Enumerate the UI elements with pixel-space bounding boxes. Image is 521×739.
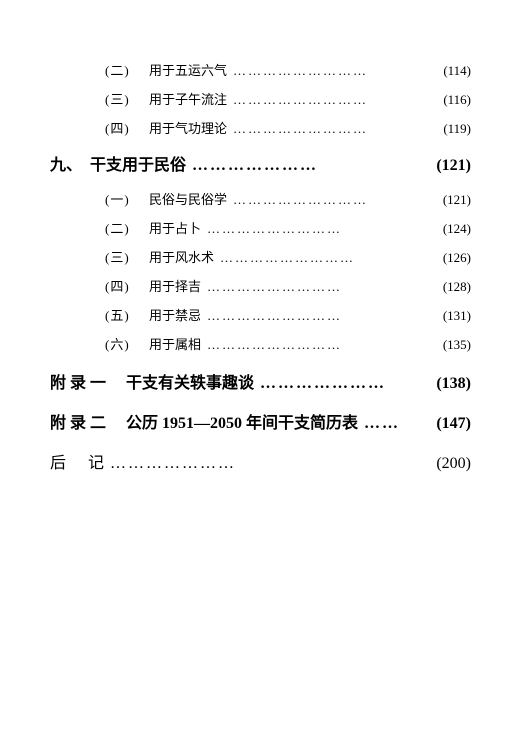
toc-afterword-title: 记	[88, 455, 104, 472]
toc-sub-title: 民俗与民俗学	[149, 192, 227, 207]
toc-label: 附录二 公历 1951—2050 年间干支简历表	[50, 409, 358, 433]
toc-sub-number: (二)	[105, 60, 149, 79]
toc-page-number: (147)	[436, 415, 471, 433]
toc-label: (五)用于禁忌	[105, 305, 201, 324]
toc-sub-number: (三)	[105, 247, 149, 266]
toc-entry: (三)用于子午流注………………………(116)	[50, 89, 471, 108]
toc-leader-dots: …………………	[104, 455, 436, 473]
toc-sub-number: (三)	[105, 89, 149, 108]
toc-leader-dots: ………………………	[227, 192, 443, 208]
toc-sub-title: 用于风水术	[149, 250, 214, 265]
toc-sub-number: (六)	[105, 334, 149, 353]
toc-sub-title: 用于属相	[149, 337, 201, 352]
toc-page-number: (119)	[443, 121, 471, 137]
toc-leader-dots: ………………………	[201, 337, 443, 353]
toc-sub-number: (四)	[105, 276, 149, 295]
toc-page-number: (126)	[443, 250, 471, 266]
toc-entry: 后记…………………(200)	[50, 449, 471, 473]
toc-sub-title: 用于气功理论	[149, 121, 227, 136]
toc-label: 九、干支用于民俗	[50, 151, 186, 175]
toc-sub-number: (二)	[105, 218, 149, 237]
toc-page-number: (200)	[436, 455, 471, 473]
toc-page-number: (138)	[436, 375, 471, 393]
toc-sub-number: (一)	[105, 189, 149, 208]
toc-page-number: (131)	[443, 308, 471, 324]
toc-leader-dots: ………………………	[227, 92, 443, 108]
toc-entry: (六)用于属相………………………(135)	[50, 334, 471, 353]
toc-sub-title: 用于占卜	[149, 221, 201, 236]
toc-appendix-title: 公历 1951—2050 年间干支简历表	[126, 415, 358, 432]
toc-page-number: (116)	[443, 92, 471, 108]
toc-sub-number: (五)	[105, 305, 149, 324]
toc-leader-dots: ………………………	[214, 250, 443, 266]
toc-entry: 附录一 干支有关轶事趣谈…………………(138)	[50, 369, 471, 393]
toc-leader-dots: ……	[358, 415, 436, 433]
toc-page-number: (121)	[436, 157, 471, 175]
toc-leader-dots: …………………	[186, 157, 436, 175]
toc-sub-number: (四)	[105, 118, 149, 137]
toc-page-number: (135)	[443, 337, 471, 353]
toc-sub-title: 用于择吉	[149, 279, 201, 294]
toc-entry: (四)用于气功理论………………………(119)	[50, 118, 471, 137]
toc-page-number: (124)	[443, 221, 471, 237]
toc-chapter-title: 干支用于民俗	[90, 157, 186, 174]
toc-label: 后记	[50, 449, 104, 473]
toc-appendix-label: 附录一	[50, 369, 110, 393]
toc-appendix-label: 附录二	[50, 409, 110, 433]
toc-afterword-label: 后	[50, 449, 88, 473]
toc-leader-dots: ………………………	[201, 308, 443, 324]
toc-label: (一)民俗与民俗学	[105, 189, 227, 208]
toc-page-number: (121)	[443, 192, 471, 208]
toc-entry: (二)用于五运六气………………………(114)	[50, 60, 471, 79]
toc-label: 附录一 干支有关轶事趣谈	[50, 369, 254, 393]
toc-page-number: (128)	[443, 279, 471, 295]
toc-page-number: (114)	[443, 63, 471, 79]
toc-entry: (二)用于占卜………………………(124)	[50, 218, 471, 237]
toc-label: (四)用于气功理论	[105, 118, 227, 137]
toc-entry: (五)用于禁忌………………………(131)	[50, 305, 471, 324]
toc-leader-dots: ………………………	[227, 121, 443, 137]
toc-leader-dots: ………………………	[227, 63, 443, 79]
toc-appendix-title: 干支有关轶事趣谈	[126, 375, 254, 392]
toc-sub-title: 用于禁忌	[149, 308, 201, 323]
toc-entry: 附录二 公历 1951—2050 年间干支简历表……(147)	[50, 409, 471, 433]
toc-leader-dots: ………………………	[201, 279, 443, 295]
toc-label: (六)用于属相	[105, 334, 201, 353]
toc-label: (三)用于风水术	[105, 247, 214, 266]
toc-label: (二)用于五运六气	[105, 60, 227, 79]
toc-label: (三)用于子午流注	[105, 89, 227, 108]
toc-entry: 九、干支用于民俗…………………(121)	[50, 151, 471, 175]
toc-entry: (四)用于择吉………………………(128)	[50, 276, 471, 295]
table-of-contents: (二)用于五运六气………………………(114)(三)用于子午流注………………………	[50, 60, 471, 473]
toc-sub-title: 用于子午流注	[149, 92, 227, 107]
toc-sub-title: 用于五运六气	[149, 63, 227, 78]
toc-entry: (三)用于风水术………………………(126)	[50, 247, 471, 266]
toc-entry: (一)民俗与民俗学………………………(121)	[50, 189, 471, 208]
toc-label: (二)用于占卜	[105, 218, 201, 237]
toc-leader-dots: …………………	[254, 375, 436, 393]
toc-leader-dots: ………………………	[201, 221, 443, 237]
toc-chapter-number: 九、	[50, 151, 90, 175]
toc-label: (四)用于择吉	[105, 276, 201, 295]
